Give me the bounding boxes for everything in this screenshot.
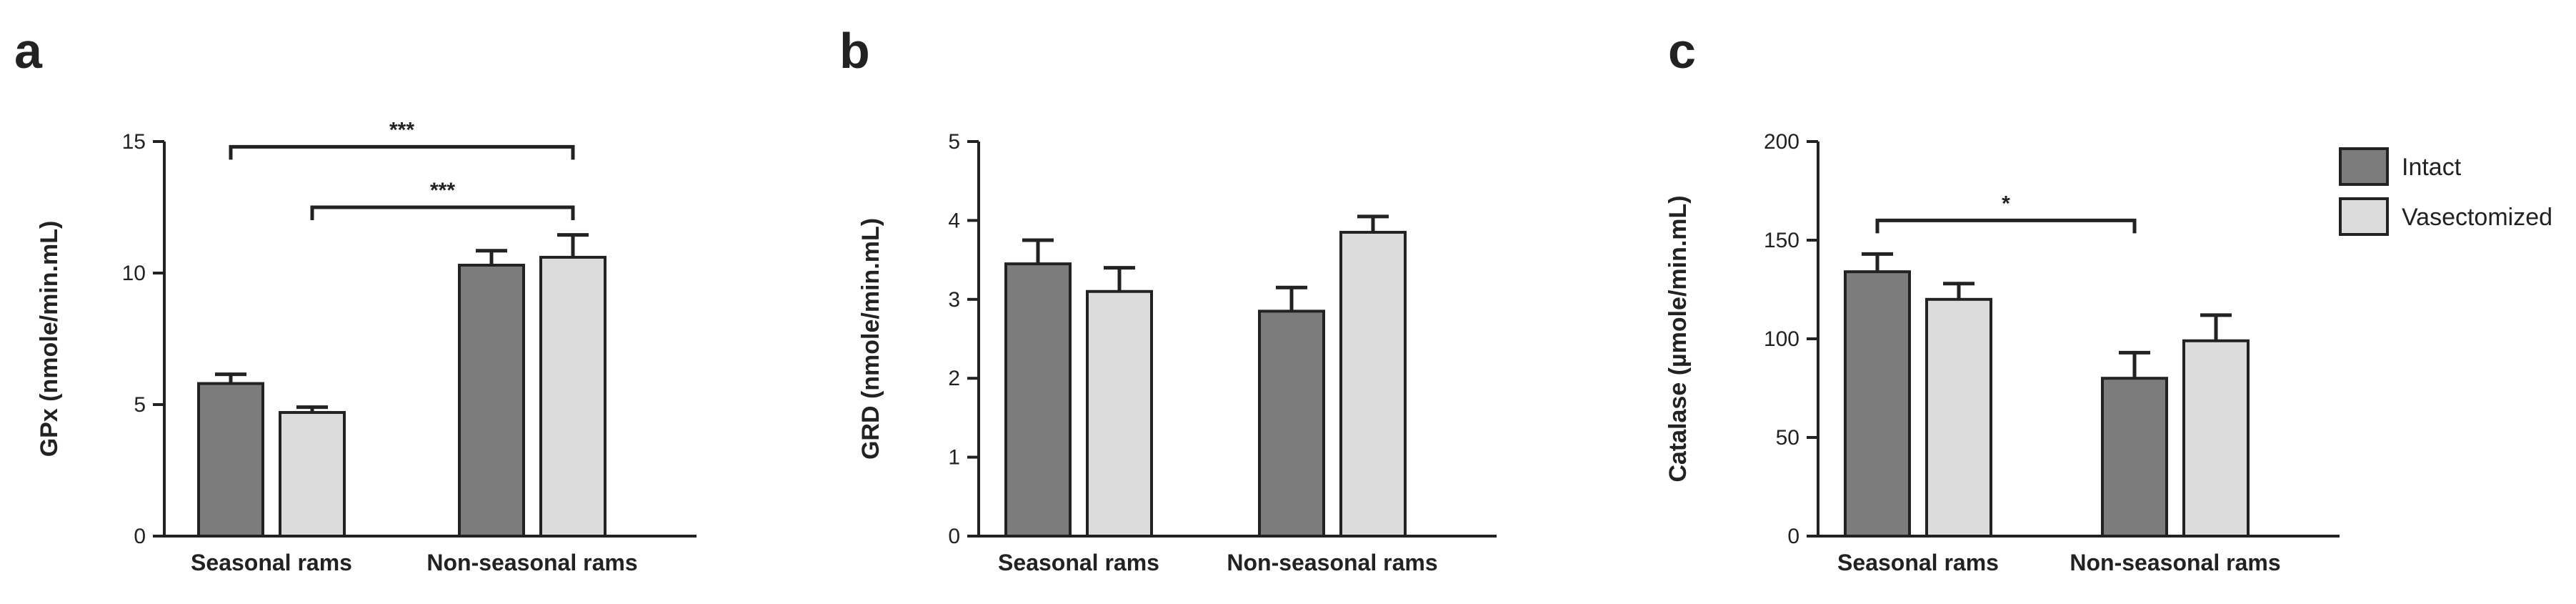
bar-intact-non-seasonal-rams [458, 263, 525, 538]
y-tick-label: 2 [948, 367, 960, 390]
legend-swatch-intact [2339, 147, 2389, 186]
y-tick-label: 0 [948, 525, 960, 548]
panel-letter: b [839, 23, 870, 79]
category-label-non-seasonal-rams: Non-seasonal rams [2070, 550, 2280, 575]
bar-vasectomized-non-seasonal-rams [2182, 339, 2250, 538]
panel-a: a GPx (nmole/min.mL) 0 5 10 15 Seasonal rams No… [14, 23, 697, 575]
legend: Intact Vasectomized [2339, 147, 2552, 236]
significance-bracket [1875, 218, 2137, 234]
bar-vasectomized-seasonal-rams [1086, 289, 1153, 538]
legend-label-intact: Intact [2402, 154, 2462, 181]
y-tick-label: 200 [1764, 130, 1799, 154]
bar-intact-seasonal-rams [197, 382, 264, 538]
y-tick-label: 100 [1764, 327, 1799, 351]
y-tick-label: 1 [948, 446, 960, 470]
y-tick-label: 0 [1787, 525, 1799, 548]
y-tick-label: 0 [134, 525, 146, 548]
panel-letter: a [14, 23, 43, 79]
significance-label: * [2002, 192, 2010, 215]
bar-vasectomized-non-seasonal-rams [1339, 230, 1407, 538]
significance-label: *** [389, 118, 414, 142]
category-label-non-seasonal-rams: Non-seasonal rams [1227, 550, 1437, 575]
panel-c: c Catalase (µmole/min.mL) 0 50 100 150 200 Seas… [1664, 23, 2340, 575]
y-tick-label: 10 [122, 262, 146, 285]
legend-swatch-vasectomized [2339, 197, 2389, 236]
category-label-seasonal-rams: Seasonal rams [998, 550, 1159, 575]
significance-bracket [310, 205, 575, 220]
category-label-seasonal-rams: Seasonal rams [191, 550, 352, 575]
bar-vasectomized-seasonal-rams [279, 411, 346, 538]
y-tick-label: 150 [1764, 229, 1799, 252]
bar-intact-seasonal-rams [1844, 270, 1911, 538]
y-axis-label: Catalase (µmole/min.mL) [1664, 195, 1692, 482]
category-label-seasonal-rams: Seasonal rams [1837, 550, 1999, 575]
y-axis-label: GPx (nmole/min.mL) [36, 221, 63, 457]
significance-bracket [229, 144, 575, 160]
legend-label-vasectomized: Vasectomized [2402, 204, 2552, 231]
panel-letter: c [1668, 23, 1696, 79]
bar-vasectomized-non-seasonal-rams [539, 255, 606, 538]
category-label-non-seasonal-rams: Non-seasonal rams [426, 550, 637, 575]
y-tick-label: 4 [948, 209, 960, 232]
y-tick-label: 5 [948, 130, 960, 154]
bar-intact-non-seasonal-rams [2101, 377, 2168, 538]
y-axis-label: GRD (nmole/min.mL) [857, 218, 884, 460]
bar-intact-seasonal-rams [1004, 262, 1072, 538]
y-tick-label: 50 [1776, 426, 1799, 450]
significance-label: *** [430, 179, 455, 202]
y-tick-label: 3 [948, 288, 960, 312]
panel-b: b GRD (nmole/min.mL) 0 1 2 3 4 5 Seasonal rams No… [839, 23, 1497, 575]
bar-intact-non-seasonal-rams [1258, 310, 1325, 538]
bar-vasectomized-seasonal-rams [1925, 297, 1992, 538]
y-tick-label: 15 [122, 130, 146, 154]
y-tick-label: 5 [134, 393, 146, 417]
